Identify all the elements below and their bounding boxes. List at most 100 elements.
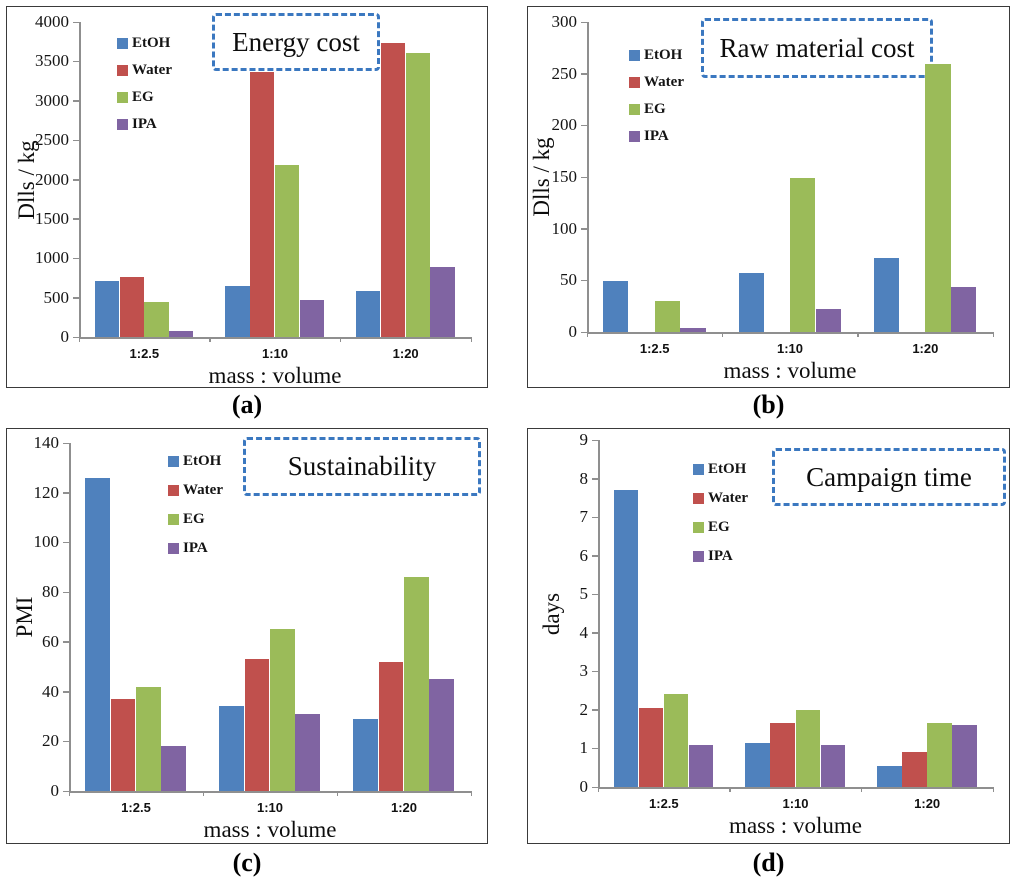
y-tick-label: 6 [579, 545, 589, 565]
legend-item-etoh: EtOH [629, 47, 682, 64]
bar [790, 178, 816, 332]
bar [244, 659, 270, 791]
legend-swatch-eg [693, 522, 704, 533]
legend-item-eg: EG [693, 519, 730, 536]
bar [404, 577, 429, 791]
legend-item-etoh: EtOH [168, 453, 221, 470]
bar [654, 301, 680, 332]
bar [738, 273, 764, 332]
y-tick [581, 331, 587, 333]
legend-label: Water [708, 490, 748, 506]
x-axis [587, 332, 993, 334]
x-axis [598, 787, 993, 789]
caption-a: (a) [231, 390, 263, 419]
legend-swatch-eg [117, 92, 128, 103]
y-tick [73, 139, 79, 142]
bar [380, 43, 406, 337]
chart-title: Energy cost [232, 26, 360, 57]
legend-label: EtOH [183, 453, 222, 469]
bar [770, 723, 795, 787]
y-tick [63, 740, 69, 743]
x-tick-label: 1:2.5 [129, 346, 160, 361]
chart-title: Sustainability [287, 451, 437, 481]
bar [745, 742, 770, 787]
x-tick [470, 337, 472, 342]
legend-item-water: Water [117, 62, 172, 79]
y-tick [73, 336, 79, 338]
y-tick-label: 8 [579, 468, 589, 488]
bar [356, 290, 381, 337]
x-tick [729, 787, 731, 792]
legend-swatch-water [693, 493, 704, 504]
y-tick [63, 541, 69, 544]
y-tick-label: 0 [568, 322, 578, 341]
bar [299, 299, 325, 337]
legend-item-water: Water [693, 490, 748, 507]
caption-c: (c) [232, 848, 262, 877]
legend-swatch-water [629, 77, 640, 88]
x-tick-label: 1:2.5 [639, 341, 670, 356]
y-tick-label: 1000 [35, 248, 69, 268]
y-tick [581, 21, 587, 23]
x-axis-title: mass : volume [729, 813, 862, 838]
bar [110, 699, 136, 791]
x-tick [721, 332, 724, 337]
x-tick-label: 1:10 [782, 796, 809, 811]
y-tick [73, 257, 79, 260]
y-axis [598, 440, 600, 787]
x-tick [78, 337, 80, 342]
x-tick-label: 1:10 [256, 800, 284, 815]
legend-item-eg: EG [629, 101, 666, 118]
x-tick [202, 791, 204, 796]
y-tick-label: 250 [551, 63, 578, 83]
y-tick-label: 20 [42, 731, 59, 751]
y-tick-label: 7 [579, 507, 589, 527]
y-tick [73, 297, 79, 299]
y-tick-label: 1 [579, 738, 589, 758]
x-tick [470, 791, 472, 796]
legend-swatch-eg [168, 514, 179, 525]
chart-title-box-b: Raw material cost [701, 18, 933, 78]
y-tick-label: 4000 [35, 12, 69, 31]
y-tick-label: 9 [579, 430, 589, 449]
legend-label: Water [183, 482, 223, 498]
y-tick-label: 60 [42, 631, 59, 651]
bar [603, 281, 629, 332]
bar [169, 330, 194, 337]
legend-label: Water [132, 62, 172, 78]
x-tick [339, 337, 342, 342]
y-axis [587, 22, 589, 332]
legend-label: IPA [183, 540, 208, 556]
y-tick [73, 218, 79, 220]
bar [250, 71, 275, 337]
bar [136, 686, 161, 791]
legend-item-eg: EG [168, 511, 205, 528]
y-tick [63, 641, 69, 643]
y-tick [581, 124, 587, 127]
legend-item-water: Water [168, 482, 223, 499]
y-tick [592, 747, 598, 750]
legend-item-etoh: EtOH [693, 461, 746, 478]
x-axis-title: mass : volume [203, 817, 337, 842]
bar [270, 629, 295, 791]
legend-swatch-etoh [693, 464, 704, 475]
legend-label: IPA [132, 116, 157, 132]
chart-title: Raw material cost [719, 32, 915, 63]
chart-title-box-a: Energy cost [212, 13, 380, 71]
x-tick [992, 787, 994, 792]
bar [638, 707, 664, 787]
bar [815, 309, 841, 332]
legend-item-ipa: IPA [117, 116, 157, 133]
x-tick [857, 332, 859, 337]
bar [378, 661, 404, 791]
legend-swatch-ipa [117, 119, 128, 130]
y-tick [581, 176, 587, 178]
legend-item-ipa: IPA [693, 548, 733, 565]
legend-item-eg: EG [117, 89, 154, 106]
y-tick-label: 1500 [35, 208, 69, 228]
y-tick [592, 709, 598, 711]
y-tick-label: 3000 [35, 90, 69, 110]
y-tick [592, 670, 598, 673]
caption-d: (d) [752, 848, 785, 877]
chart-panel-b: Raw material cost Dlls / kg mass : volum… [527, 6, 1010, 388]
